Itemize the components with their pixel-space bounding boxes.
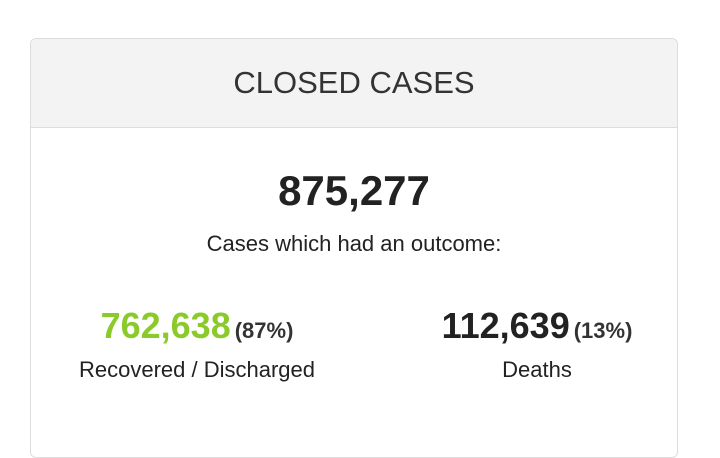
card-title: CLOSED CASES	[31, 39, 677, 128]
recovered-label: Recovered / Discharged	[78, 357, 315, 382]
page: {"header": {"title": "CLOSED CASES"}, "t…	[30, 38, 678, 458]
deaths-label: Deaths	[502, 357, 572, 382]
recovered-value: 762,638	[100, 305, 231, 346]
subtitle: Cases which had an outcome:	[206, 231, 502, 256]
total-closed: 875,277	[278, 167, 430, 214]
recovered-block: 762,638 (87%) Recovered / Discharged	[35, 305, 359, 383]
deaths-block: 112,639 (13%) Deaths	[375, 305, 677, 383]
closed-cases-card: CLOSED CASES 875,277 Cases which had an …	[30, 38, 678, 458]
deaths-value: 112,639	[441, 305, 570, 346]
recovered-percent: (87%)	[234, 318, 294, 343]
deaths-percent: (13%)	[573, 318, 633, 343]
